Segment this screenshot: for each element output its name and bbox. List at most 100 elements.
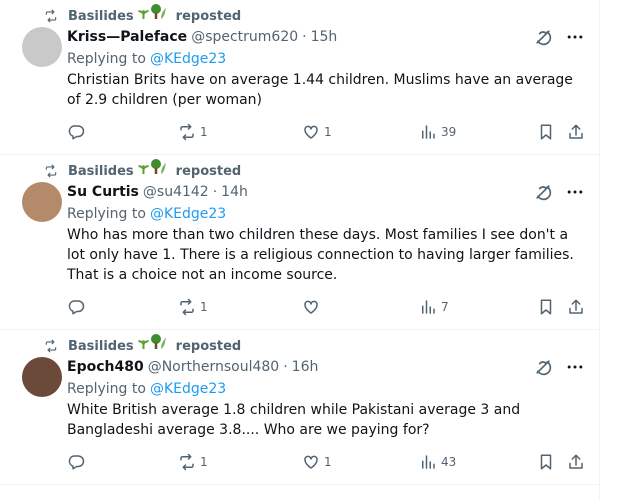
reply-button[interactable] <box>67 122 85 142</box>
separator: · <box>212 184 218 200</box>
reposter-name[interactable]: Basilides <box>68 338 134 354</box>
reply-icon <box>68 300 85 315</box>
emoji <box>137 334 166 349</box>
like-icon <box>304 300 318 314</box>
like-icon <box>304 455 318 469</box>
reply-icon <box>68 125 85 140</box>
repost-icon <box>180 298 194 316</box>
tweet[interactable]: Basilides reposted Kriss—Paleface @spectrum… <box>0 0 599 155</box>
bookmark-button[interactable] <box>537 452 555 472</box>
repost-icon <box>45 9 57 23</box>
header-icons <box>533 357 585 377</box>
grok-button[interactable] <box>533 182 553 202</box>
reposter-emoji <box>136 329 172 363</box>
repost-button[interactable]: 1 <box>178 122 208 142</box>
views-icon <box>422 300 435 314</box>
grok-button[interactable] <box>533 27 553 47</box>
repost-label: reposted <box>175 8 242 24</box>
bookmark-icon <box>540 454 552 470</box>
share-button[interactable] <box>567 297 585 317</box>
replying-prefix: Replying to <box>67 206 146 222</box>
tweet-header: Su Curtis @su4142 · 14h <box>67 181 585 203</box>
reposter-name[interactable]: Basilides <box>68 163 134 179</box>
author-name[interactable]: Epoch480 <box>67 359 144 375</box>
reposter-emoji <box>136 154 172 188</box>
header-icons <box>533 182 585 202</box>
share-icon <box>569 124 583 139</box>
replying-to-link[interactable]: @KEdge23 <box>149 206 227 222</box>
timestamp[interactable]: 15h <box>310 29 338 45</box>
avatar[interactable] <box>22 357 62 397</box>
repost-label: reposted <box>175 163 242 179</box>
like-count: 1 <box>324 455 332 469</box>
author-name[interactable]: Kriss—Paleface <box>67 29 188 45</box>
avatar[interactable] <box>22 182 62 222</box>
views-count: 7 <box>441 300 449 314</box>
author-handle[interactable]: @spectrum620 <box>191 29 299 45</box>
repost-button[interactable]: 1 <box>178 452 208 472</box>
action-bar: 1 1 43 <box>67 452 585 472</box>
more-button[interactable] <box>565 182 585 202</box>
author-handle[interactable]: @su4142 <box>142 184 209 200</box>
tweet[interactable]: Basilides reposted Epoch480 @Northernsoul48… <box>0 330 599 485</box>
replying-prefix: Replying to <box>67 51 146 67</box>
share-icon <box>569 299 583 314</box>
action-bar: 1 1 39 <box>67 122 585 142</box>
share-button[interactable] <box>567 122 585 142</box>
author-handle[interactable]: @Northernsoul480 <box>147 359 280 375</box>
emoji <box>137 159 166 174</box>
author-name[interactable]: Su Curtis <box>67 184 139 200</box>
views-button[interactable]: 7 <box>419 297 449 317</box>
replying-to-link[interactable]: @KEdge23 <box>149 51 227 67</box>
reply-context: Replying to @KEdge23 <box>67 203 585 225</box>
tweet[interactable]: Basilides reposted Su Curtis @su4142 · 14h Rep… <box>0 155 599 330</box>
tweet-content: Su Curtis @su4142 · 14h Replying to @KEdge23 W… <box>67 181 585 317</box>
like-button[interactable]: 1 <box>302 452 332 472</box>
replying-prefix: Replying to <box>67 381 146 397</box>
tweet-header: Kriss—Paleface @spectrum620 · 15h <box>67 26 585 48</box>
reply-icon <box>68 455 85 470</box>
tweet-text: Who has more than two children these day… <box>67 227 574 283</box>
separator: · <box>283 359 288 375</box>
reposter-name[interactable]: Basilides <box>68 8 134 24</box>
repost-icon <box>180 123 194 141</box>
like-button[interactable] <box>302 297 320 317</box>
repost-button[interactable]: 1 <box>178 297 208 317</box>
bookmark-button[interactable] <box>537 297 555 317</box>
tweet-content: Kriss—Paleface @spectrum620 · 15h Replying t… <box>67 26 585 142</box>
like-button[interactable]: 1 <box>302 122 332 142</box>
views-button[interactable]: 43 <box>419 452 456 472</box>
views-icon <box>422 455 435 469</box>
timestamp[interactable]: 16h <box>291 359 319 375</box>
views-count: 39 <box>441 125 457 139</box>
bookmark-button[interactable] <box>537 122 555 142</box>
emoji <box>137 4 166 19</box>
repost-header: Basilides reposted <box>0 334 599 356</box>
more-button[interactable] <box>565 27 585 47</box>
share-button[interactable] <box>567 452 585 472</box>
views-button[interactable]: 39 <box>419 122 456 142</box>
repost-label: reposted <box>175 338 242 354</box>
replying-to-link[interactable]: @KEdge23 <box>149 381 227 397</box>
views-count: 43 <box>441 455 457 469</box>
reply-context: Replying to @KEdge23 <box>67 48 585 70</box>
repost-icon <box>180 453 194 471</box>
separator: · <box>302 29 307 45</box>
reply-context: Replying to @KEdge23 <box>67 378 585 400</box>
views-icon <box>422 125 435 139</box>
timestamp[interactable]: 14h <box>221 184 248 200</box>
avatar[interactable] <box>22 27 62 67</box>
tweet-content: Epoch480 @Northernsoul480 · 16h Replying to @… <box>67 356 585 472</box>
repost-count: 1 <box>200 125 208 139</box>
grok-button[interactable] <box>533 357 553 377</box>
tweet-header: Epoch480 @Northernsoul480 · 16h <box>67 356 585 378</box>
tweet-text: Christian Brits have on average 1.44 chi… <box>67 72 573 108</box>
more-button[interactable] <box>565 357 585 377</box>
reply-button[interactable] <box>67 452 85 472</box>
reposter-emoji <box>136 0 172 33</box>
repost-count: 1 <box>200 455 208 469</box>
header-icons <box>533 27 585 47</box>
reply-button[interactable] <box>67 297 85 317</box>
repost-header: Basilides reposted <box>0 159 599 181</box>
